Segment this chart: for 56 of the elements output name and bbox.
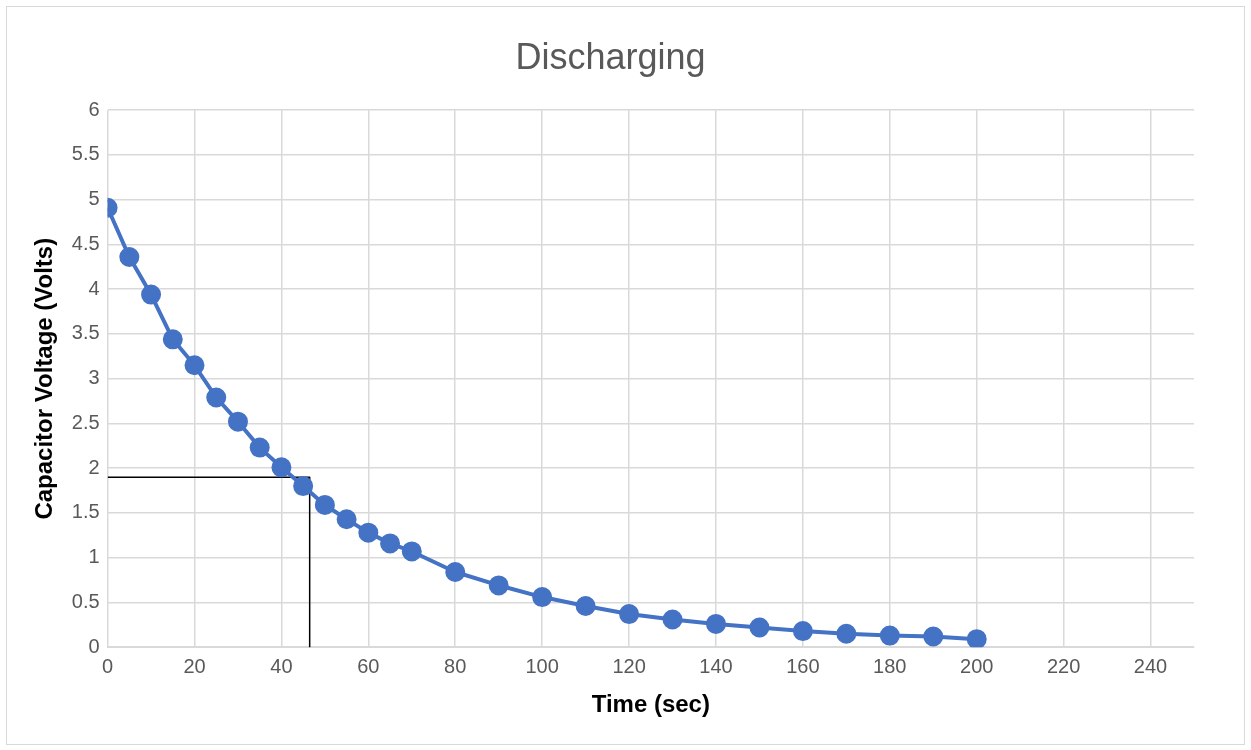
point	[445, 562, 466, 583]
point	[705, 613, 726, 634]
x-axis-title: Time (sec)	[591, 690, 710, 718]
point	[575, 596, 596, 617]
point	[271, 457, 292, 478]
x-tick-label: 240	[1133, 654, 1168, 677]
point	[119, 246, 140, 267]
point	[293, 476, 314, 497]
point	[358, 522, 379, 543]
point	[401, 541, 422, 562]
point	[227, 411, 248, 432]
y-tick-label: 3	[88, 366, 100, 389]
x-tick-label: 60	[357, 654, 380, 677]
point	[249, 437, 270, 458]
x-tick-label: 100	[525, 654, 559, 677]
point	[619, 604, 640, 625]
y-tick-label: 0	[88, 634, 100, 657]
point	[184, 355, 205, 376]
y-tick-label: 1	[88, 545, 100, 568]
x-tick-label: 0	[102, 654, 114, 677]
point	[380, 533, 401, 554]
point	[532, 587, 553, 608]
chart-title: Discharging	[515, 35, 706, 77]
y-tick-label: 2	[88, 455, 100, 478]
x-tick-label: 160	[786, 654, 820, 677]
point	[662, 609, 683, 630]
y-tick-label: 5	[88, 187, 100, 210]
point	[162, 329, 183, 350]
point	[923, 626, 944, 647]
x-tick-label: 80	[444, 654, 467, 677]
point	[314, 494, 335, 515]
y-tick-label: 1.5	[71, 500, 100, 523]
x-tick-label: 20	[183, 654, 206, 677]
y-tick-label: 0.5	[71, 589, 100, 612]
x-tick-label: 200	[960, 654, 994, 677]
y-tick-label: 4.5	[71, 231, 100, 254]
point	[792, 621, 813, 642]
y-tick-label: 2.5	[71, 410, 100, 433]
y-tick-label: 3.5	[71, 321, 100, 344]
x-tick-label: 120	[612, 654, 646, 677]
point	[749, 617, 770, 638]
x-tick-label: 220	[1046, 654, 1081, 677]
point	[879, 625, 900, 646]
y-axis-title: Capacitor Voltage (Volts)	[30, 237, 58, 520]
x-tick-label: 40	[270, 654, 293, 677]
point	[488, 575, 509, 596]
y-tick-label: 5.5	[71, 142, 100, 165]
point	[836, 623, 857, 644]
point	[336, 509, 357, 530]
y-tick-label: 4	[88, 276, 100, 299]
point	[141, 284, 162, 305]
y-tick-label: 6	[88, 97, 100, 120]
point	[206, 387, 227, 408]
x-tick-label: 140	[699, 654, 733, 677]
point	[966, 629, 987, 648]
x-tick-label: 180	[873, 654, 907, 677]
